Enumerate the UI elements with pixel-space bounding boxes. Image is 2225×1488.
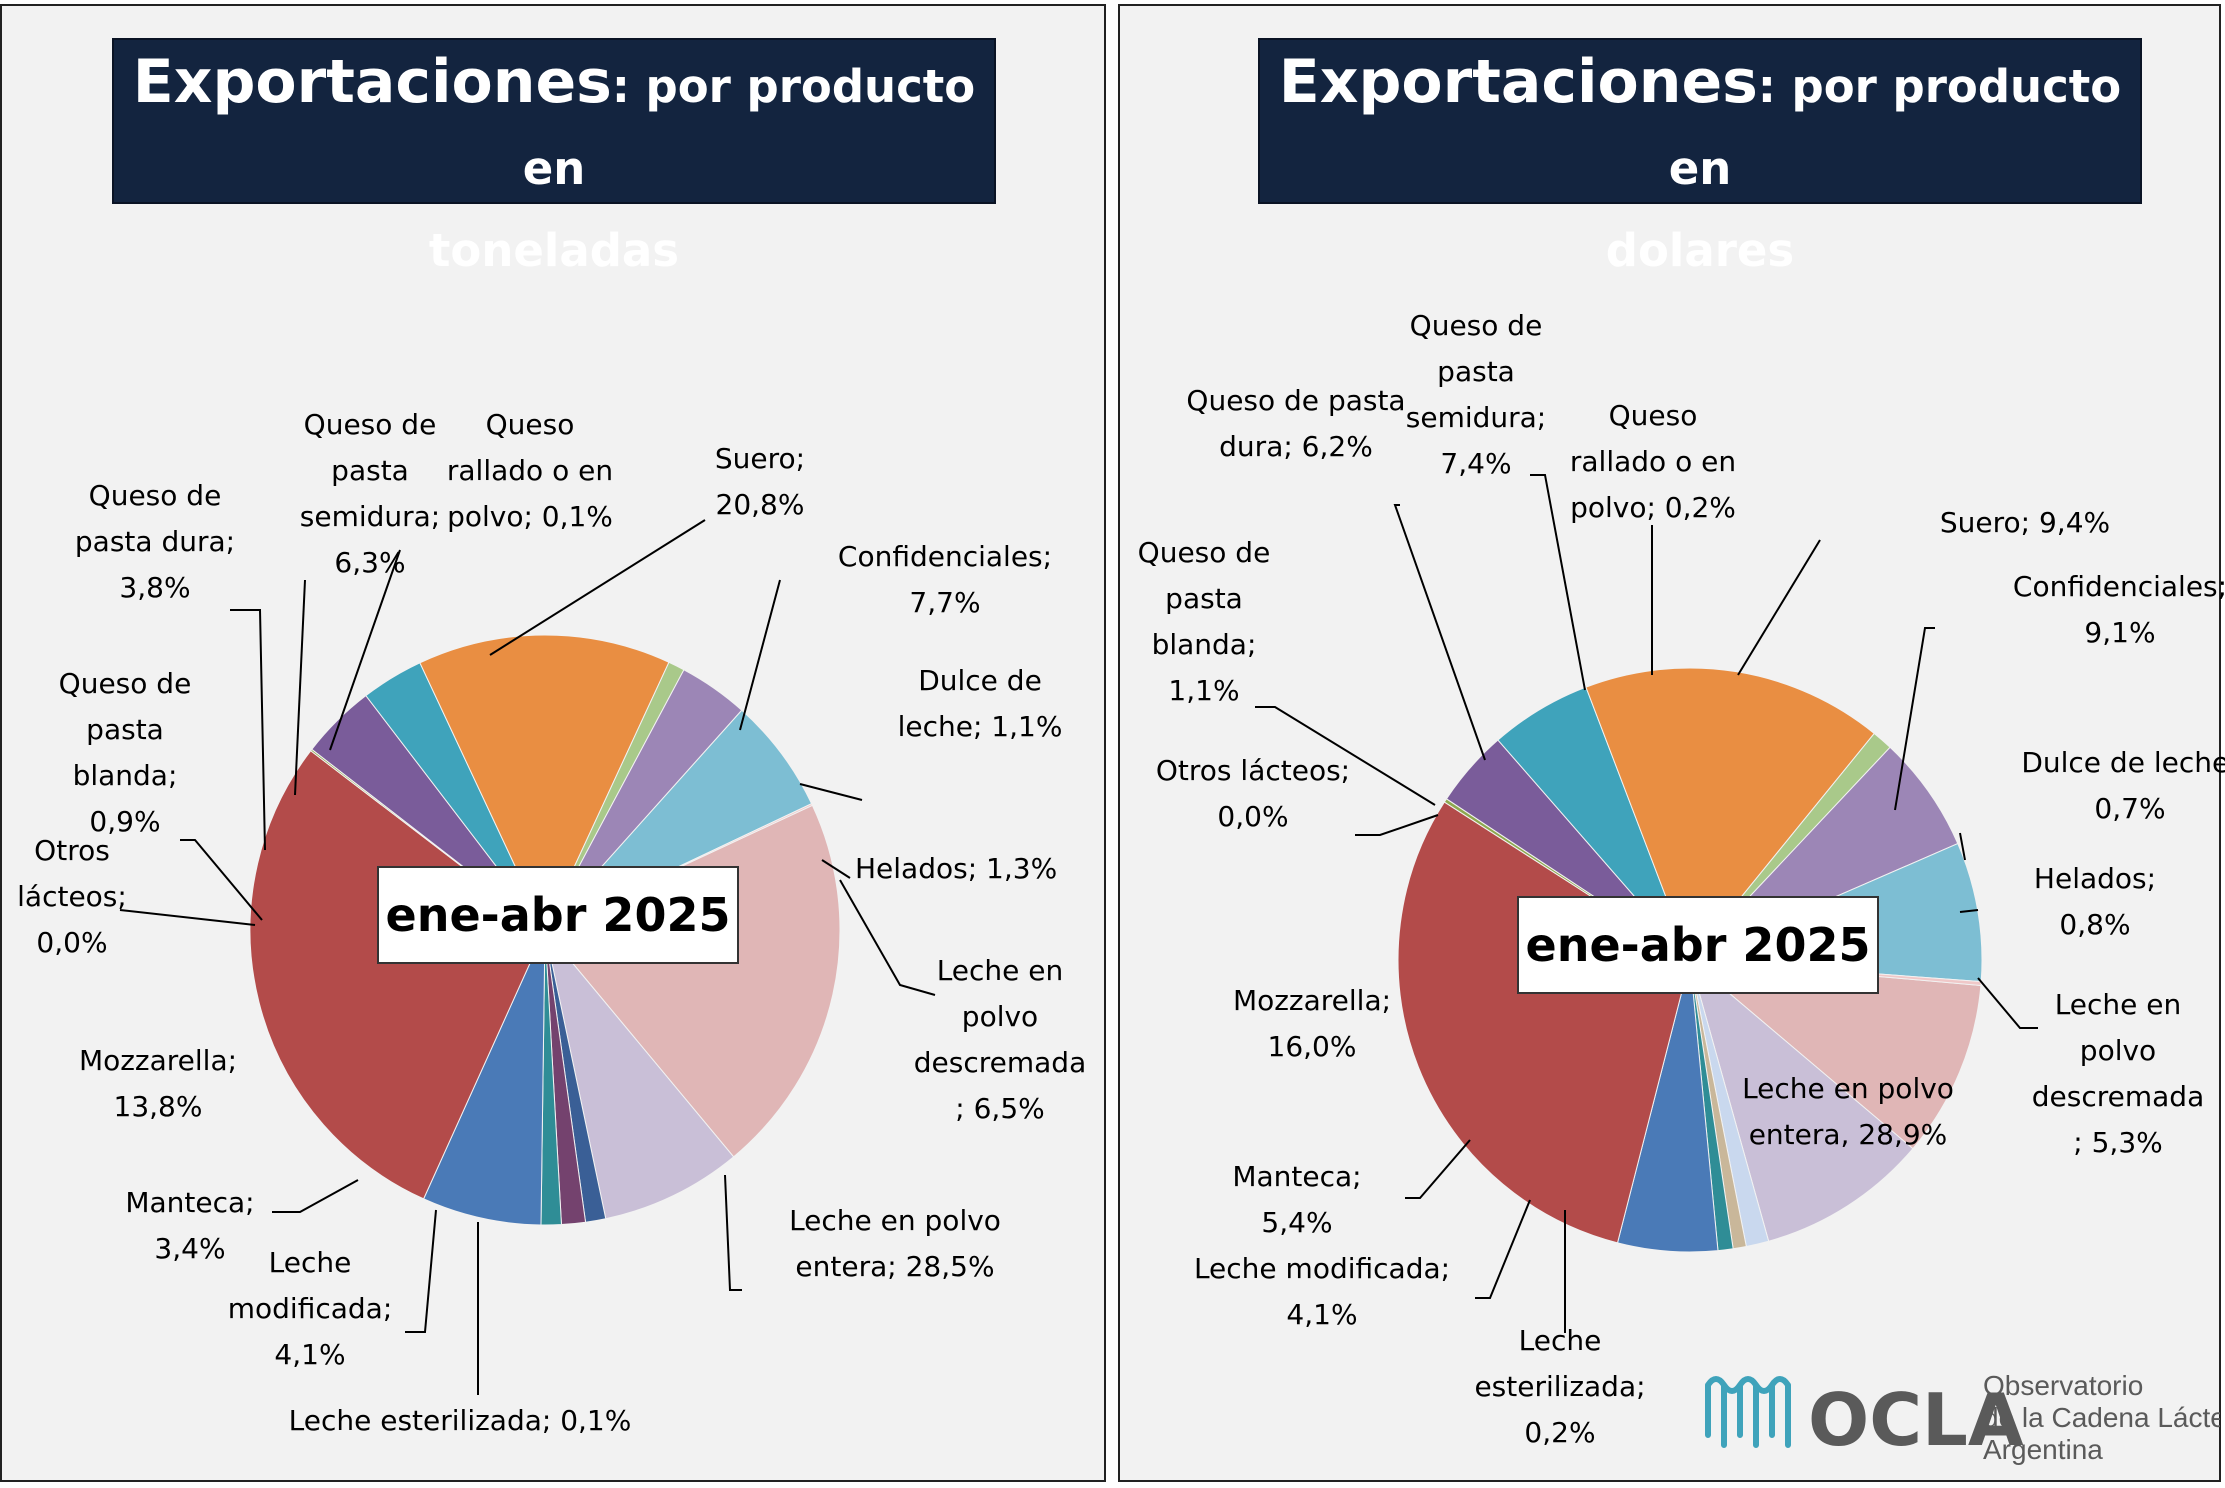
- leader-line: [329, 549, 401, 751]
- leader-line: [1393, 504, 1486, 761]
- data-label: Queso rallado o en polvo; 0,1%: [447, 408, 613, 533]
- pie-slice-mozzarella: [419, 634, 670, 932]
- data-label: Queso de pasta semidura; 6,3%: [300, 408, 441, 579]
- leader-line: [1475, 1199, 1531, 1299]
- pie-slices-1: [1397, 667, 1983, 1253]
- data-label: Dulce de leche; 0,7%: [2021, 746, 2225, 825]
- leader-line: [821, 859, 851, 879]
- data-label: Suero; 9,4%: [1940, 506, 2110, 539]
- title-rest: : por producto en: [1668, 60, 2122, 195]
- leader-line: [272, 1179, 359, 1213]
- leader-line: [1530, 474, 1586, 691]
- title-main: Exportaciones: [1278, 47, 1758, 117]
- period-badge: [1517, 896, 1879, 994]
- leader-line: [489, 519, 706, 656]
- leader-line: [739, 579, 781, 731]
- pie-slice-suero: [544, 804, 841, 1158]
- data-label: Leche en polvo descremada; 6,5%: [914, 954, 1086, 1125]
- ocla-wordmark: OCLA: [1808, 1378, 2024, 1462]
- wave-icon: [1705, 1376, 1791, 1448]
- title-main: Exportaciones: [132, 47, 612, 117]
- data-label: Otros lácteos; 0,0%: [17, 834, 127, 959]
- pie-slice-leche-en-polvo-entera: [1397, 801, 1691, 1244]
- period-label: ene-abr 2025: [1526, 918, 1871, 972]
- leader-line: [1405, 1139, 1471, 1199]
- leader-line: [1959, 832, 1966, 861]
- leader-line: [799, 783, 863, 801]
- ocla-logo: OCLA Observatorio de la Cadena Láctea Ar…: [1705, 1370, 2220, 1465]
- leader-line: [230, 609, 266, 851]
- data-label: Queso de pasta dura; 3,8%: [75, 479, 235, 604]
- leader-line: [1255, 706, 1436, 806]
- data-label: Queso rallado o en polvo; 0,2%: [1570, 399, 1736, 524]
- data-label: Manteca; 3,4%: [125, 1186, 254, 1265]
- data-label: Dulce de leche; 1,1%: [898, 664, 1063, 743]
- chart-title-toneladas: Exportaciones: por producto en toneladas: [112, 38, 996, 277]
- data-label: Queso de pasta blanda; 1,1%: [1138, 536, 1271, 707]
- pie-slice-confidenciales: [544, 929, 735, 1220]
- period-label: ene-abr 2025: [386, 888, 731, 942]
- data-label: Leche esterilizada; 0,1%: [289, 1404, 632, 1437]
- title-unit: toneladas: [428, 224, 680, 277]
- data-label: Queso de pasta semidura; 7,4%: [1406, 309, 1547, 480]
- leader-line: [1894, 627, 1935, 811]
- data-label: Mozzarella; 13,8%: [79, 1044, 237, 1123]
- data-label: Helados; 0,8%: [2034, 862, 2156, 941]
- title-unit: dolares: [1605, 224, 1795, 277]
- data-label: Helados; 1,3%: [855, 852, 1057, 885]
- data-label: Leche en polvo entera, 28,9%: [1742, 1072, 1954, 1151]
- data-label: Leche esterilizada; 0,2%: [1474, 1324, 1645, 1449]
- leader-line: [180, 839, 263, 921]
- leader-line: [405, 1209, 437, 1333]
- data-label: Confidenciales; 7,7%: [838, 540, 1052, 619]
- pie-slice-suero: [1688, 959, 1982, 1150]
- pie-slice-confidenciales: [1689, 958, 1914, 1242]
- logo-line-1: Observatorio: [1983, 1370, 2143, 1401]
- leader-line: [1959, 909, 1979, 913]
- data-label: Mozzarella; 16,0%: [1233, 984, 1391, 1063]
- title-rest: : por producto en: [522, 60, 976, 195]
- leader-line: [1737, 539, 1821, 676]
- pie-slice-mozzarella: [1585, 667, 1875, 961]
- data-label: Queso de pasta blanda; 0,9%: [59, 667, 192, 838]
- logo-line-2: de la Cadena Láctea: [1983, 1402, 2220, 1433]
- data-label: Queso de pasta dura; 6,2%: [1186, 384, 1405, 463]
- period-badge: [377, 866, 739, 964]
- data-label: Suero; 20,8%: [715, 442, 805, 521]
- data-label: Leche en polvo entera; 28,5%: [789, 1204, 1001, 1283]
- data-label: Leche en polvo descremada; 5,3%: [2032, 988, 2204, 1159]
- leader-line: [1355, 814, 1439, 836]
- data-label: Confidenciales; 9,1%: [2013, 570, 2225, 649]
- pie-slice-leche-en-polvo-entera: [249, 750, 546, 1200]
- leader-line: [839, 879, 936, 996]
- leader-line: [724, 1174, 742, 1291]
- data-label: Leche modificada; 4,1%: [1194, 1252, 1450, 1331]
- data-label: Manteca; 5,4%: [1232, 1160, 1361, 1239]
- pie-slice-leche-en-polvo-descremada: [422, 929, 546, 1226]
- chart-title-dolares: Exportaciones: por producto en dolares: [1258, 38, 2142, 277]
- leader-line: [119, 909, 256, 926]
- logo-line-3: Argentina: [1983, 1434, 2103, 1465]
- leader-line: [1977, 977, 2038, 1029]
- data-label: Otros lácteos; 0,0%: [1156, 754, 1350, 833]
- leader-line: [294, 579, 306, 796]
- data-label: Leche modificada; 4,1%: [228, 1246, 393, 1371]
